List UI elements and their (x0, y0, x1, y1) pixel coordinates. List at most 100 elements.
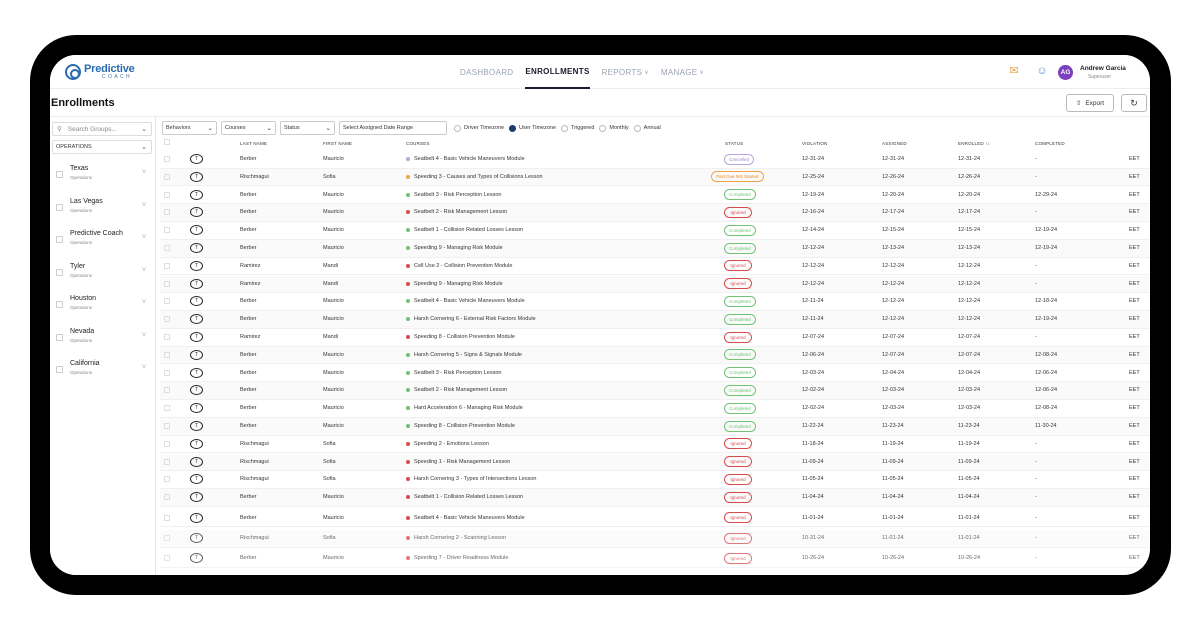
row-checkbox[interactable] (164, 555, 170, 562)
chevron-down-icon[interactable]: ˅ (142, 364, 147, 371)
cell-course[interactable]: Seatbelt 4 - Basic Vehicle Maneuvers Mod… (414, 298, 525, 305)
row-checkbox[interactable] (164, 494, 170, 501)
cell-course[interactable]: Seatbelt 2 - Risk Management Lesson (414, 209, 508, 216)
chevron-down-icon[interactable]: ˅ (142, 266, 147, 274)
col-violation[interactable]: VIOLATION (802, 141, 828, 146)
table-row[interactable]: T Rischmagui Sofia Speeding 2 - Emotions Le… (160, 436, 1150, 454)
table-row[interactable]: T Berber Mauricio Harsh Cornering 6 - Exter… (160, 311, 1150, 329)
table-row[interactable]: T Berber Mauricio Seatbelt 4 - Basic Vehicl… (160, 293, 1150, 311)
sidebar-group-item[interactable]: Las Vegas Operations ˅ (50, 194, 156, 226)
refresh-button[interactable]: ↻ (1121, 94, 1147, 112)
table-row[interactable]: T Berber Mauricio Hard Acceleration 6 - Man… (160, 400, 1150, 418)
sidebar-group-item[interactable]: California Operations ˅ (50, 356, 156, 388)
group-checkbox[interactable] (56, 268, 63, 276)
table-row[interactable]: T Rischmagui Sofia Harsh Cornering 3 - Type… (160, 471, 1150, 489)
row-checkbox[interactable] (164, 476, 170, 483)
cell-course[interactable]: Seatbelt 4 - Basic Vehicle Maneuvers Mod… (414, 514, 525, 521)
chevron-down-icon[interactable]: ˅ (142, 331, 147, 339)
table-row[interactable]: T Berber Mauricio Seatbelt 1 - Collision Re… (160, 222, 1150, 240)
cell-course[interactable]: Hard Acceleration 6 - Managing Risk Modu… (414, 405, 523, 412)
sidebar-group-item[interactable]: Nevada Operations ˅ (50, 324, 156, 356)
col-assigned[interactable]: ASSIGNED (882, 141, 907, 146)
cell-course[interactable]: Speeding 8 - Collision Prevention Module (414, 334, 515, 340)
row-checkbox[interactable] (164, 227, 170, 234)
cell-course[interactable]: Speeding 2 - Emotions Lesson (414, 440, 489, 447)
cell-course[interactable]: Seatbelt 3 - Risk Perception Lesson (414, 191, 502, 198)
cell-course[interactable]: Seatbelt 1 - Collision Related Losses Le… (414, 227, 524, 234)
sidebar-group-item[interactable]: Houston Operations ˅ (50, 291, 156, 323)
table-row[interactable]: T Ramirez Mandi Speeding 9 - Managing Risk … (160, 275, 1150, 294)
cell-course[interactable]: Speeding 3 - Causes and Types of Collisi… (414, 173, 543, 180)
group-checkbox[interactable] (56, 366, 63, 373)
group-search-input[interactable]: ⚲ Search Groups... ⌄ (52, 122, 152, 136)
nav-item-enrollments[interactable]: ENROLLMENTS (525, 55, 590, 89)
table-row[interactable]: T Berber Mauricio Seatbelt 3 - Risk Percept… (160, 187, 1150, 205)
radio-button[interactable] (561, 124, 569, 132)
group-checkbox[interactable] (56, 236, 63, 243)
cell-course[interactable]: Cell Use 2 - Collision Prevention Module (414, 262, 513, 269)
table-row[interactable]: T Rischmagui Sofia Speeding 3 - Causes and … (160, 168, 1150, 187)
behaviors-select[interactable]: Behaviors ⌄ (162, 121, 217, 135)
table-row[interactable]: T Berber Mauricio Seatbelt 2 - Risk Managem… (160, 382, 1150, 400)
select-all-checkbox[interactable] (164, 139, 170, 145)
user-icon[interactable]: ☺ (1036, 65, 1048, 77)
col-last-name[interactable]: LAST NAME (240, 141, 268, 146)
nav-item-reports[interactable]: REPORTS ∨ (602, 55, 649, 89)
radio-button[interactable] (454, 124, 461, 132)
col-status[interactable]: STATUS (725, 141, 744, 146)
group-checkbox[interactable] (56, 171, 63, 178)
cell-course[interactable]: Seatbelt 1 - Collision Related Losses Le… (414, 494, 524, 501)
table-row[interactable]: T Berber Mauricio Seatbelt 2 - Risk Managem… (160, 204, 1150, 222)
col-completed[interactable]: COMPLETED (1035, 141, 1065, 146)
cell-course[interactable]: Seatbelt 3 - Risk Perception Lesson (414, 369, 502, 376)
status-select[interactable]: Status ⌄ (280, 121, 335, 135)
table-row[interactable]: T Berber Mauricio Seatbelt 4 - Basic Vehicl… (160, 151, 1150, 169)
group-checkbox[interactable] (56, 203, 63, 211)
nav-item-manage[interactable]: MANAGE ∨ (661, 55, 704, 89)
col-courses[interactable]: COURSES (406, 141, 430, 146)
cell-course[interactable]: Harsh Cornering 3 - Types of Intersectio… (414, 476, 537, 483)
row-checkbox[interactable] (164, 245, 170, 251)
row-checkbox[interactable] (164, 191, 170, 198)
cell-course[interactable]: Speeding 9 - Managing Risk Module (414, 280, 503, 287)
row-checkbox[interactable] (164, 423, 170, 429)
table-row[interactable]: T Rischmagui Sofia Harsh Cornering 2 - Scan… (160, 530, 1150, 548)
cell-course[interactable]: Harsh Cornering 6 - External Risk Factor… (414, 316, 536, 323)
group-checkbox[interactable] (56, 301, 63, 308)
col-first-name[interactable]: FIRST NAME (323, 141, 353, 146)
row-checkbox[interactable] (164, 458, 170, 465)
table-row[interactable]: T Rischmagui Sofia Speeding 1 - Risk Manage… (160, 453, 1150, 472)
radio-annual[interactable]: Annual (633, 124, 661, 132)
cell-course[interactable]: Speeding 8 - Collision Prevention Module (414, 423, 515, 429)
radio-button[interactable] (599, 124, 607, 132)
sidebar-group-item[interactable]: Predictive Coach Operations ˅ (50, 226, 156, 258)
row-checkbox[interactable] (164, 334, 170, 340)
group-checkbox[interactable] (56, 333, 63, 341)
radio-user-timezone[interactable]: User Timezone (509, 124, 556, 132)
cell-course[interactable]: Speeding 9 - Managing Risk Module (414, 245, 503, 251)
table-row[interactable]: T Berber Mauricio Seatbelt 1 - Collision Re… (160, 489, 1150, 507)
date-range-input[interactable]: Select Assigned Date Range (339, 121, 447, 135)
radio-button[interactable] (509, 124, 517, 132)
row-checkbox[interactable] (164, 405, 170, 412)
scope-select[interactable]: OPERATIONS ⌄ (52, 140, 152, 154)
row-checkbox[interactable] (164, 351, 170, 358)
avatar[interactable]: AG (1058, 65, 1073, 80)
table-row[interactable]: T Berber Mauricio Speeding 9 - Managing Ris… (160, 240, 1150, 258)
radio-triggered[interactable]: Triggered (561, 124, 594, 132)
row-checkbox[interactable] (164, 280, 170, 287)
row-checkbox[interactable] (164, 298, 170, 305)
row-checkbox[interactable] (164, 316, 170, 323)
table-row[interactable]: T Berber Mauricio Speeding 7 - Driver Readi… (160, 550, 1150, 568)
table-row[interactable]: T Berber Mauricio Seatbelt 4 - Basic Vehicl… (160, 510, 1150, 528)
table-row[interactable]: T Berber Mauricio Harsh Cornering 5 - Signs… (160, 346, 1150, 365)
chat-icon[interactable]: ✉ (1009, 65, 1019, 77)
table-row[interactable]: T Ramirez Mandi Cell Use 2 - Collision Prev… (160, 258, 1150, 276)
chevron-down-icon[interactable]: ˅ (142, 234, 147, 241)
cell-course[interactable]: Harsh Cornering 2 - Scanning Lesson (414, 535, 507, 541)
chevron-down-icon[interactable]: ˅ (142, 201, 147, 209)
row-checkbox[interactable] (164, 173, 170, 180)
chevron-down-icon[interactable]: ˅ (142, 169, 147, 176)
cell-course[interactable]: Harsh Cornering 5 - Signs & Signals Modu… (414, 351, 522, 358)
row-checkbox[interactable] (164, 535, 170, 541)
